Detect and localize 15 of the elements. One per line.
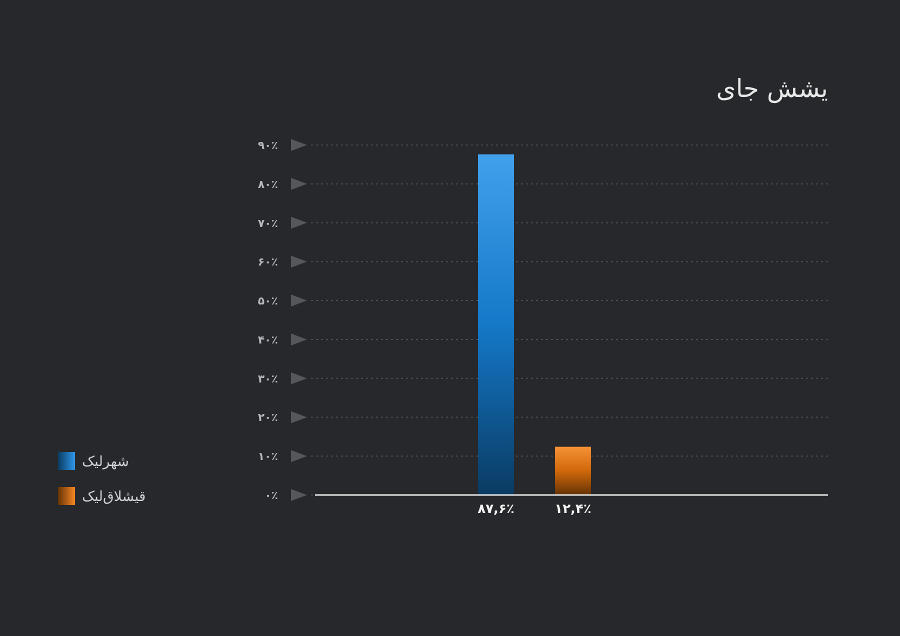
y-tick-label: ۱۰٪ bbox=[258, 450, 278, 464]
data-label: ۸۷,۶٪ bbox=[478, 502, 514, 517]
data-label: ۱۲,۴٪ bbox=[554, 502, 592, 517]
y-tick-label: ۹۰٪ bbox=[258, 139, 278, 152]
legend-label: شهرلیک bbox=[82, 454, 129, 470]
y-tick-label: ۷۰٪ bbox=[258, 216, 278, 230]
legend-label: قیشلاق‌لیک bbox=[82, 489, 146, 505]
y-tick-label: ۸۰٪ bbox=[258, 178, 278, 191]
y-tick-label: ۰٪ bbox=[264, 489, 278, 502]
y-tick-label: ۲۰٪ bbox=[258, 411, 278, 424]
chart-title: یشش جای bbox=[716, 74, 828, 104]
y-tick-label: ۳۰٪ bbox=[258, 372, 278, 386]
y-tick-label: ۵۰٪ bbox=[258, 294, 278, 308]
y-tick-label: ۶۰٪ bbox=[258, 256, 278, 269]
y-tick-label: ۴۰٪ bbox=[258, 333, 278, 346]
